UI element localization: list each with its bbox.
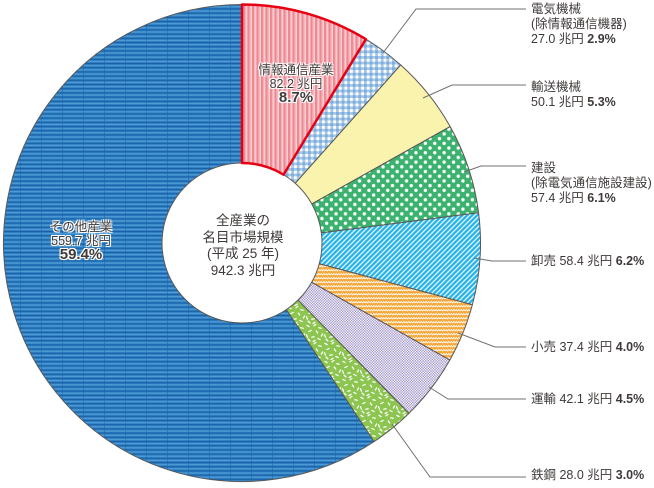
callout-label: 輸送機械 50.1 兆円 5.3% <box>531 80 616 110</box>
callout-name-value: 小売 37.4 兆円 <box>531 340 616 354</box>
callout-label: 鉄鋼 28.0 兆円 3.0% <box>531 468 644 483</box>
center-line-1: 全産業の <box>216 213 270 228</box>
slice-name: その他産業 <box>49 220 113 234</box>
center-line-3: (平成 25 年) <box>206 246 279 261</box>
slice-name: 情報通信産業 <box>258 63 334 77</box>
callout-percent: 3.0% <box>615 468 645 482</box>
callout-row: 建設 <box>531 161 652 176</box>
callout-name: 建設 <box>531 161 557 175</box>
callout-label: 運輸 42.1 兆円 4.5% <box>531 392 644 407</box>
slice-percent: 59.4% <box>59 246 103 263</box>
slice-value: 82.2 兆円 <box>269 77 323 91</box>
donut-center-label: 全産業の 名目市場規模 (平成 25 年) 942.3 兆円 <box>203 213 284 279</box>
callout-percent: 2.9% <box>587 32 616 46</box>
callout-row: 50.1 兆円 5.3% <box>531 95 616 110</box>
callout-percent: 6.2% <box>615 254 645 268</box>
leader-line <box>428 386 526 400</box>
callout-name: 電気機械 <box>531 2 582 16</box>
pie-slice-0 <box>240 3 368 176</box>
callout-value: 57.4 兆円 <box>531 191 588 205</box>
callout-row: 輸送機械 <box>531 80 616 95</box>
leader-line <box>463 165 526 173</box>
callout-note: (除電気通信施設建設) <box>531 176 652 190</box>
pie-slice-8 <box>3 4 375 482</box>
leader-line <box>382 8 526 54</box>
callout-label: 電気機械 (除情報通信機器) 27.0 兆円 2.9% <box>531 2 627 47</box>
slice-label-ict-industry: 情報通信産業 82.2 兆円 8.7% <box>258 63 333 105</box>
callout-row: 電気機械 <box>531 2 627 17</box>
slice-value: 559.7 兆円 <box>51 234 111 248</box>
callout-name-value: 運輸 42.1 兆円 <box>531 392 616 406</box>
callout-percent: 4.0% <box>615 340 645 354</box>
callout-row: (除電気通信施設建設) <box>531 176 652 191</box>
leader-line <box>422 84 526 99</box>
callout-name: 輸送機械 <box>531 80 582 94</box>
callout-row: 57.4 兆円 6.1% <box>531 191 652 206</box>
leader-line <box>473 257 526 262</box>
callout-label: 建設 (除電気通信施設建設) 57.4 兆円 6.1% <box>531 161 652 206</box>
callout-name-value: 卸売 58.4 兆円 <box>531 254 616 268</box>
center-line-4: 942.3 兆円 <box>210 262 276 278</box>
callout-row: 27.0 兆円 2.9% <box>531 32 627 47</box>
center-line-2: 名目市場規模 <box>202 229 284 245</box>
slice-percent: 8.7% <box>278 89 314 106</box>
callout-row: 小売 37.4 兆円 4.0% <box>531 340 644 355</box>
leader-line <box>457 332 526 348</box>
callout-percent: 4.5% <box>615 392 645 406</box>
leader-line <box>391 423 526 478</box>
callout-name-value: 鉄鋼 28.0 兆円 <box>531 468 616 482</box>
callout-row: 鉄鋼 28.0 兆円 3.0% <box>531 468 644 483</box>
callout-row: 運輸 42.1 兆円 4.5% <box>531 392 644 407</box>
callout-note: (除情報通信機器) <box>531 17 627 31</box>
callout-value: 50.1 兆円 <box>531 95 588 109</box>
callout-label: 卸売 58.4 兆円 6.2% <box>531 254 644 269</box>
callout-row: 卸売 58.4 兆円 6.2% <box>531 254 644 269</box>
slice-label-other-industries: その他産業 559.7 兆円 59.4% <box>50 220 113 262</box>
callout-percent: 5.3% <box>587 95 616 109</box>
callout-label: 小売 37.4 兆円 4.0% <box>531 340 644 355</box>
callout-row: (除情報通信機器) <box>531 17 627 32</box>
callout-value: 27.0 兆円 <box>531 32 588 46</box>
callout-percent: 6.1% <box>587 191 616 205</box>
